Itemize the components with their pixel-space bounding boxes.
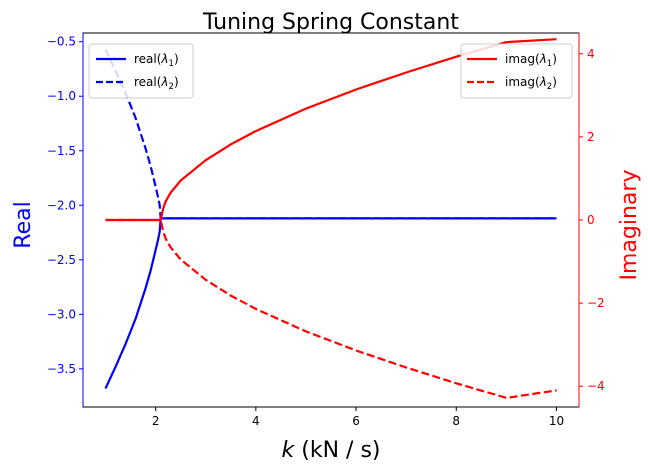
x-tick-label: 2 [152,414,160,428]
right-tick-label: 2 [587,130,595,144]
chart-title: Tuning Spring Constant [202,10,459,35]
right-tick-label: 4 [587,47,595,61]
x-tick-label: 4 [252,414,260,428]
left-tick-label: −3.0 [47,307,76,321]
x-tick-label: 8 [452,414,460,428]
right-axis-label: Imaginary [617,170,642,281]
legend-right: imag(λ1) imag(λ2) [460,43,573,99]
legend-right-box [460,43,573,99]
left-tick-label: −2.5 [47,253,76,267]
right-tick-label: −4 [587,379,605,393]
left-axis-label: Real [11,201,36,248]
x-tick-label: 10 [549,414,564,428]
legend-left: real(λ1) real(λ2) [88,43,194,99]
legend-left-label-2: real(λ2) [134,75,179,92]
left-tick-label: −2.0 [47,198,76,212]
x-axis-ticks: 2 4 6 8 10 [152,407,564,428]
series-line-4 [105,218,557,399]
left-tick-label: −0.5 [47,35,76,49]
left-tick-label: −3.5 [47,362,76,376]
right-tick-label: 0 [587,213,595,227]
series-layer [104,38,557,399]
left-tick-label: −1.5 [47,144,76,158]
legend-right-label-1: imag(λ1) [505,52,557,69]
x-axis-label: k (kN / s) [282,438,381,463]
left-tick-label: −1.0 [47,89,76,103]
right-axis-ticks: −4 −2 0 2 4 [579,47,605,393]
x-tick-label: 6 [352,414,360,428]
legend-left-label-1: real(λ1) [134,52,179,69]
legend-left-box [88,43,194,99]
legend-right-label-2: imag(λ2) [505,75,557,92]
right-tick-label: −2 [587,296,605,310]
left-axis-ticks: −3.5 −3.0 −2.5 −2.0 −1.5 −1.0 −0.5 [47,35,83,376]
